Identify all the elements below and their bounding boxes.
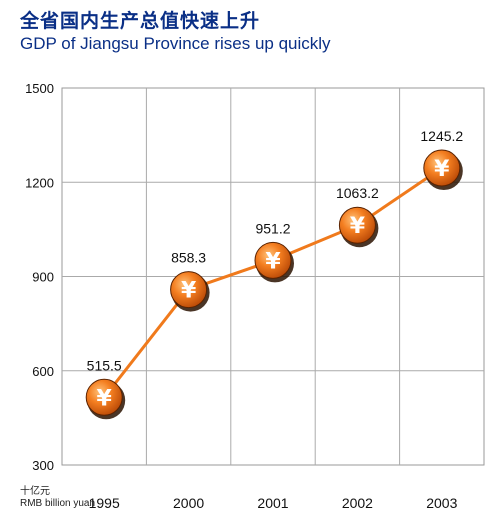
- yen-coin-icon: ¥: [170, 271, 210, 312]
- chart-title-en: GDP of Jiangsu Province rises up quickly: [20, 34, 331, 53]
- yen-symbol: ¥: [181, 279, 197, 304]
- data-label: 858.3: [171, 250, 206, 266]
- coin-face: [85, 378, 123, 416]
- unit-label-en: RMB billion yuan: [20, 498, 96, 509]
- data-label: 1063.2: [336, 185, 379, 201]
- y-tick-label: 900: [32, 270, 54, 285]
- yen-coin-icon: ¥: [338, 206, 379, 248]
- data-label: 1245.2: [420, 128, 463, 144]
- series-line: [103, 166, 443, 399]
- yen-coin-icon: ¥: [423, 149, 463, 191]
- data-label: 515.5: [87, 357, 122, 373]
- yen-symbol: ¥: [434, 157, 450, 182]
- yen-symbol: ¥: [97, 386, 113, 411]
- chart-title-cn: 全省国内生产总值快速上升: [20, 10, 261, 32]
- x-tick-label: 2002: [342, 495, 373, 511]
- coin-face: [338, 206, 376, 244]
- x-tick-label: 2000: [173, 495, 204, 511]
- y-tick-label: 600: [32, 364, 54, 379]
- x-tick-label: 2001: [257, 495, 288, 511]
- coin-face: [254, 241, 292, 279]
- yen-symbol: ¥: [350, 214, 366, 239]
- y-tick-label: 1500: [25, 81, 54, 96]
- y-tick-label: 1200: [25, 175, 54, 190]
- x-tick-label: 2003: [426, 495, 457, 511]
- coin-face: [170, 271, 208, 309]
- y-tick-label: 300: [32, 458, 54, 473]
- x-tick-label: 1995: [89, 495, 120, 511]
- yen-coin-icon: ¥: [85, 378, 126, 420]
- coin-face: [423, 149, 461, 187]
- data-label: 951.2: [255, 220, 290, 236]
- yen-coin-icon: ¥: [254, 241, 294, 283]
- yen-symbol: ¥: [265, 249, 281, 274]
- unit-label-cn: 十亿元: [20, 486, 50, 497]
